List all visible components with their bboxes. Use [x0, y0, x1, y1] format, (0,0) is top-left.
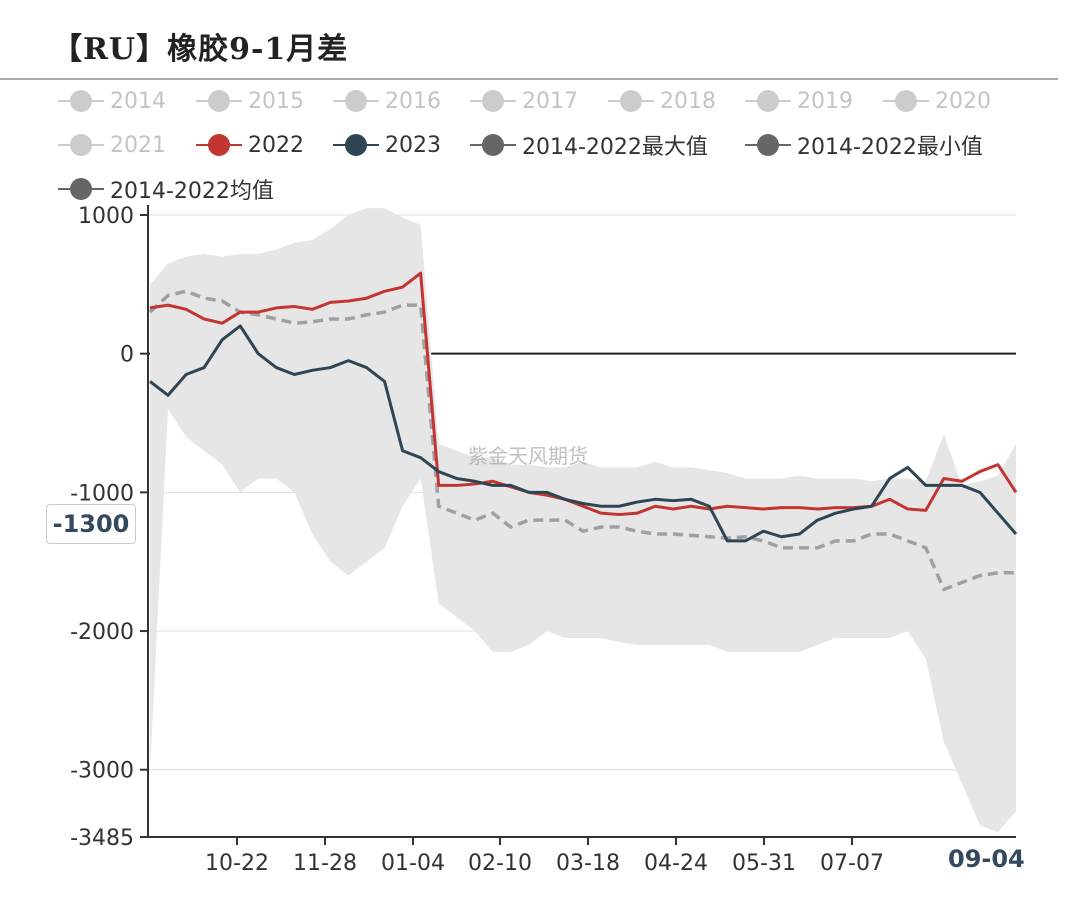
legend-item-2018[interactable]: 2018 [608, 86, 716, 116]
legend-marker-icon [58, 86, 104, 116]
x-tick-label: 11-28 [293, 851, 357, 876]
series-line-2023 [149, 324, 1018, 543]
y-tick-label: -1000 [70, 481, 134, 506]
x-tick-label: 02-10 [468, 851, 532, 876]
legend-label: 2016 [385, 88, 441, 114]
legend-marker-icon [333, 130, 379, 160]
tick-labels: 1000 0 -1000 -2000 -3000 -3485 10-22 11-28 01-04… [70, 204, 884, 876]
legend-item-2020[interactable]: 2020 [883, 86, 991, 116]
chart-legend: 2014 2015 2016 2017 2018 2019 2020 2021 2022 2023… [0, 84, 1078, 208]
legend-item-2014-2022最大值[interactable]: 2014-2022最大值 [470, 130, 708, 160]
legend-marker-icon [196, 130, 242, 160]
x-tick-label: 04-24 [644, 851, 708, 876]
legend-marker-icon [745, 130, 791, 160]
x-tick-label: 07-07 [820, 851, 884, 876]
legend-item-2014-2022最小值[interactable]: 2014-2022最小值 [745, 130, 983, 160]
legend-item-2015[interactable]: 2015 [196, 86, 304, 116]
legend-label: 2020 [935, 88, 991, 114]
y-tick-label: -2000 [70, 620, 134, 645]
legend-item-2019[interactable]: 2019 [745, 86, 853, 116]
title-divider [0, 78, 1058, 80]
legend-label: 2017 [522, 88, 578, 114]
legend-item-2016[interactable]: 2016 [333, 86, 441, 116]
axes [147, 205, 1016, 838]
legend-marker-icon [883, 86, 929, 116]
legend-label: 2019 [797, 88, 853, 114]
x-tick-label: 05-31 [732, 851, 796, 876]
legend-item-2023[interactable]: 2023 [333, 130, 441, 160]
legend-marker-icon [745, 86, 791, 116]
legend-label: 2023 [385, 132, 441, 158]
legend-marker-icon [58, 174, 104, 204]
x-tick-label: 01-04 [381, 851, 445, 876]
legend-marker-icon [196, 86, 242, 116]
legend-label: 2014-2022最小值 [797, 135, 983, 160]
legend-label: 2021 [110, 132, 166, 158]
legend-label: 2022 [248, 132, 304, 158]
y-tick-label: 1000 [78, 204, 134, 229]
legend-marker-icon [470, 86, 516, 116]
legend-label: 2014-2022最大值 [522, 135, 708, 160]
legend-marker-icon [58, 130, 104, 160]
legend-label: 2014 [110, 88, 166, 114]
max-min-range-area [150, 208, 1016, 833]
x-tick-label: 10-22 [205, 851, 269, 876]
series-lines [148, 271, 1018, 592]
legend-label: 2018 [660, 88, 716, 114]
legend-marker-icon [333, 86, 379, 116]
legend-item-2017[interactable]: 2017 [470, 86, 578, 116]
watermark: 紫金天风期货 [468, 444, 588, 468]
end-date-label: 09-04 [948, 845, 1025, 873]
legend-marker-icon [608, 86, 654, 116]
chart-title: 【RU】橡胶9-1月差 [52, 32, 349, 67]
y-tick-label: -3000 [70, 759, 134, 784]
legend-label: 2014-2022均值 [110, 179, 274, 204]
y-tick-label: -3485 [70, 826, 134, 851]
current-value-badge: -1300 [46, 504, 136, 544]
y-tick-label: 0 [120, 343, 134, 368]
legend-item-2021[interactable]: 2021 [58, 130, 166, 160]
legend-item-2022[interactable]: 2022 [196, 130, 304, 160]
x-tick-label: 03-18 [556, 851, 620, 876]
legend-label: 2015 [248, 88, 304, 114]
legend-item-2014[interactable]: 2014 [58, 86, 166, 116]
range-band [150, 208, 1016, 833]
legend-marker-icon [470, 130, 516, 160]
legend-item-2014-2022均值[interactable]: 2014-2022均值 [58, 174, 274, 204]
series-line-mean [148, 289, 1016, 592]
